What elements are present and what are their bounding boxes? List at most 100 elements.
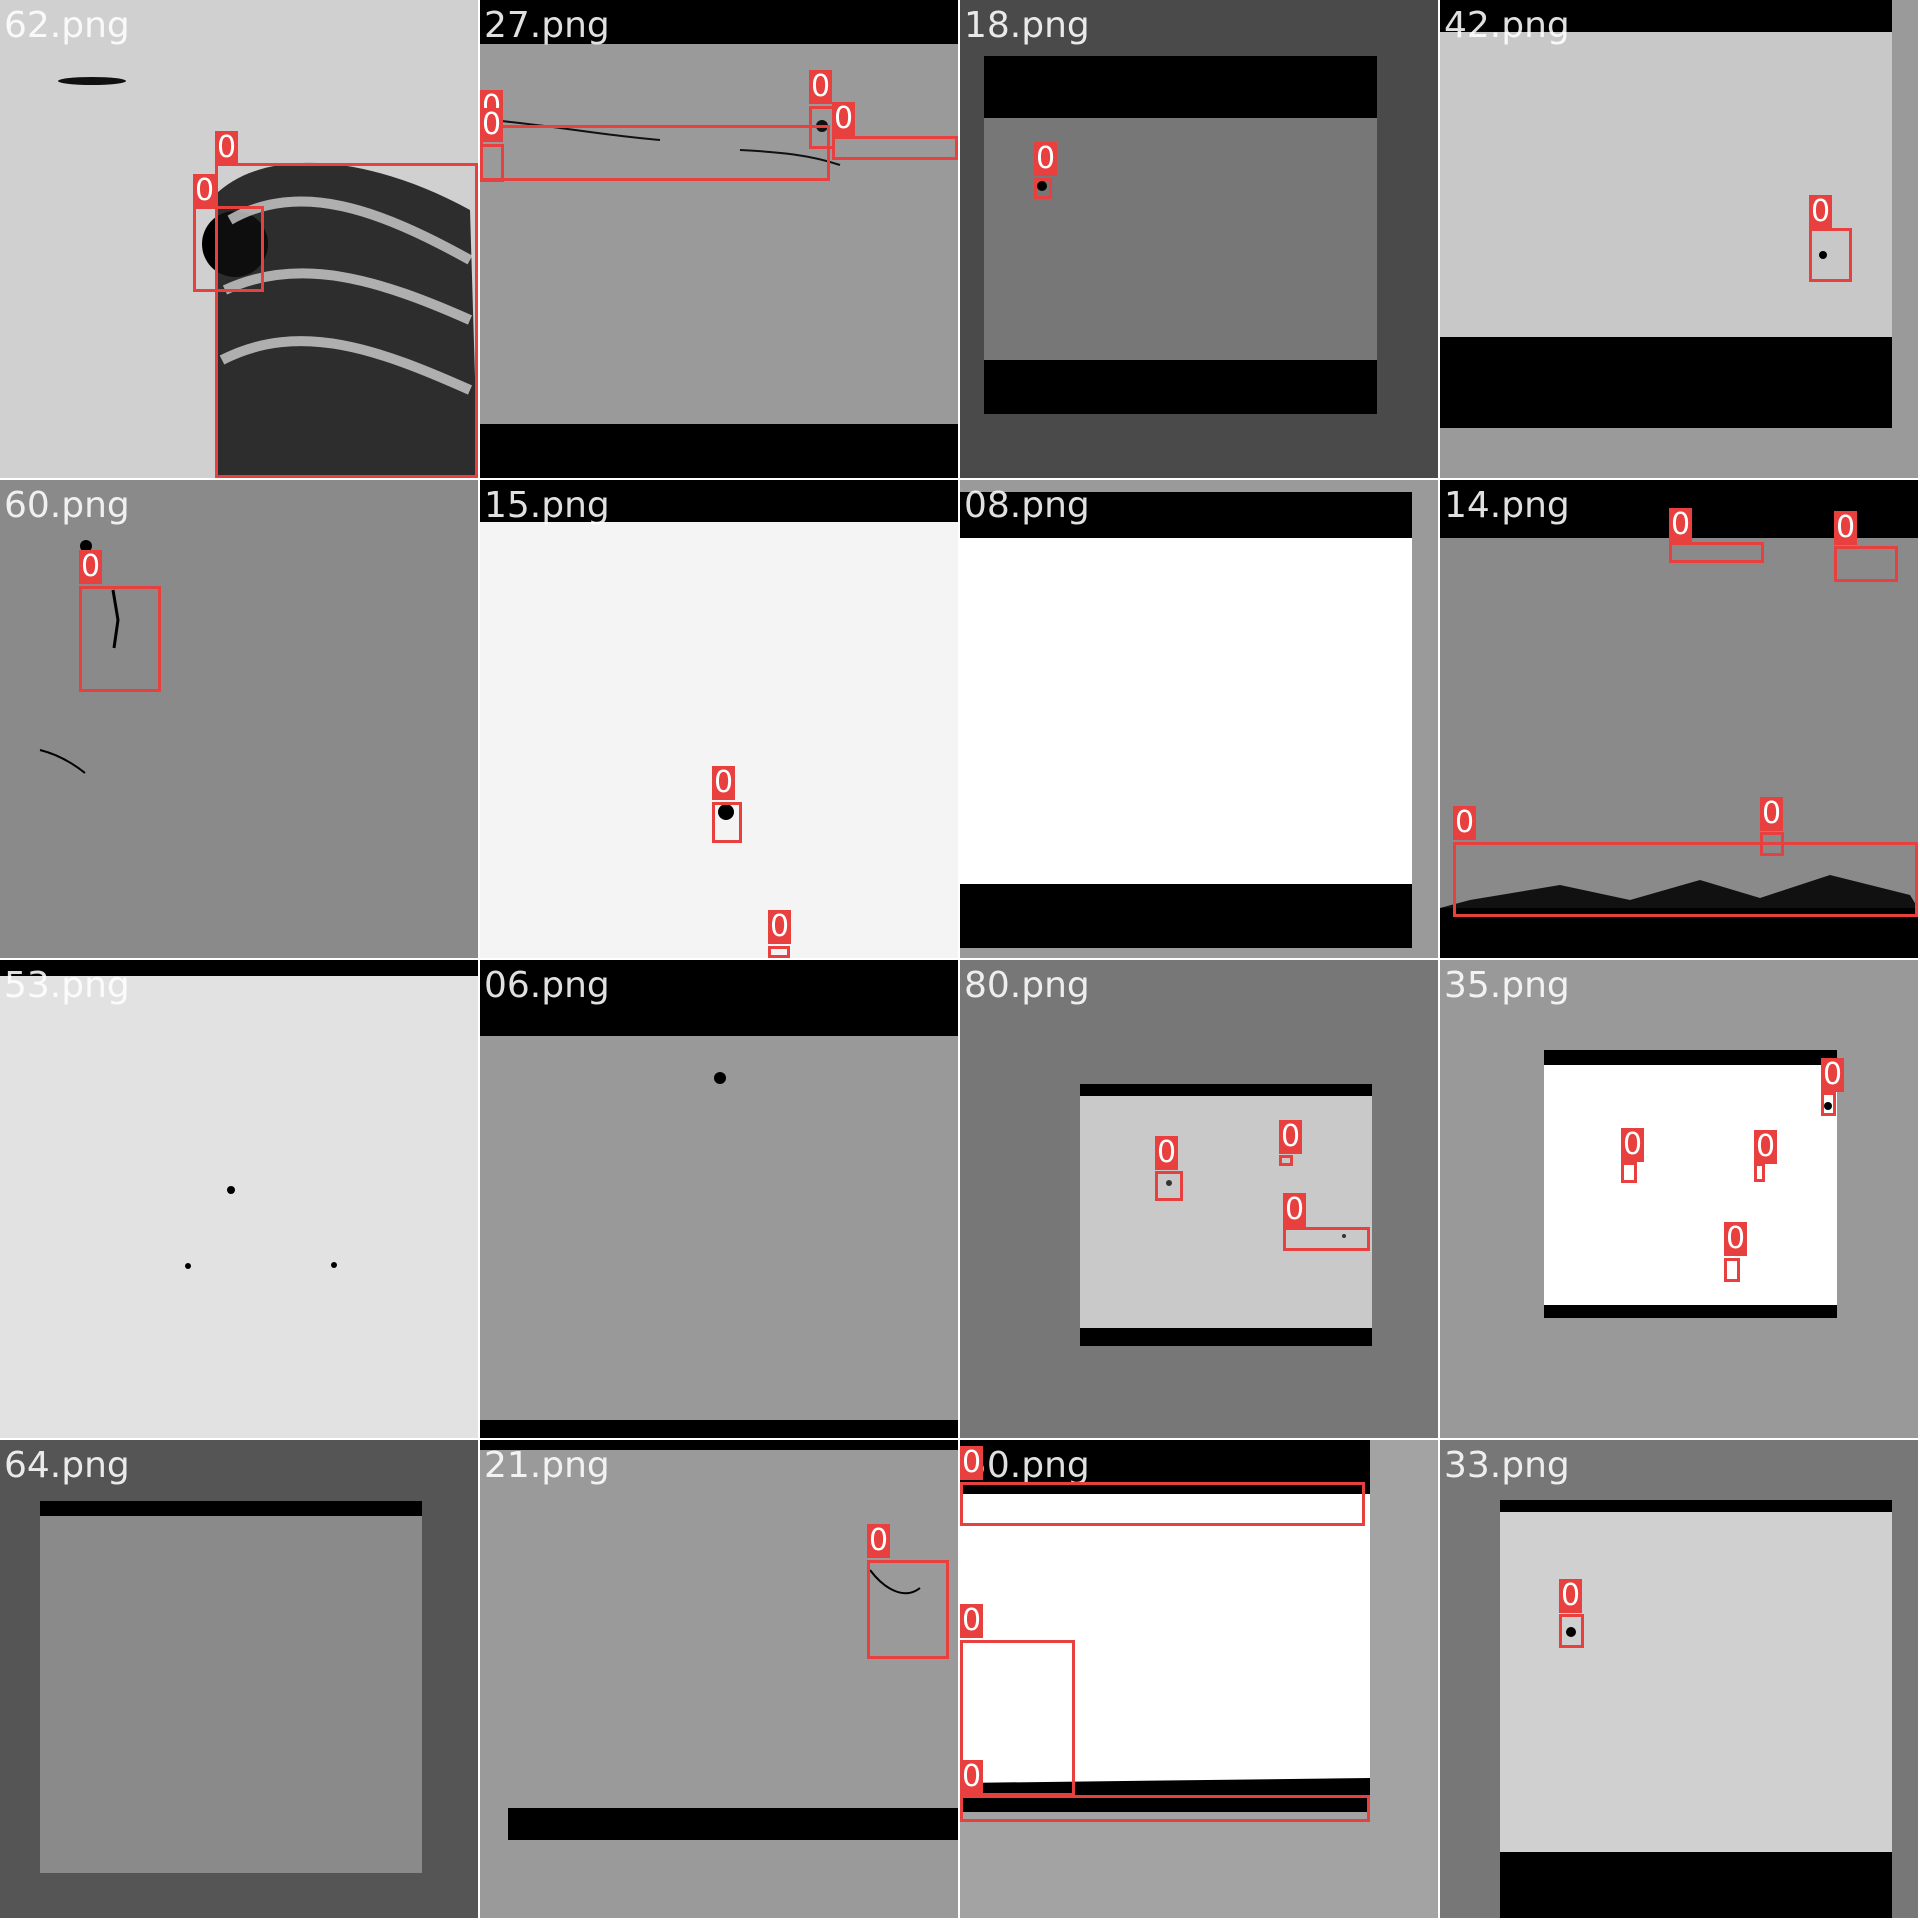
detection-box [768,946,790,958]
detection-class-label: 0 [1834,510,1858,545]
detection-class-label: 0 [1453,805,1477,840]
tile-filename-label: 15.png [484,485,610,526]
image-tile: 08.png [960,480,1438,958]
image-tile: 33.png 0 [1440,1440,1918,1918]
detection-class-label: 0 [193,173,217,208]
detection-class-label: 0 [1821,1057,1845,1092]
detection-class-label: 0 [1034,141,1058,176]
tile-filename-label: 21.png [484,1445,610,1486]
tile-filename-label: 35.png [1444,965,1570,1006]
image-tile: 35.png 0 0 0 0 [1440,960,1918,1438]
tile-filename-label: 53.png [4,965,130,1006]
detection-box [1034,178,1052,199]
tile-image [1440,960,1918,1438]
detection-class-label: 0 [1724,1221,1748,1256]
detection-box [79,586,161,692]
tile-filename-label: 14.png [1444,485,1570,526]
detection-box [1834,546,1898,582]
detection-box [1760,832,1784,856]
image-tile: 60.png 0 [0,480,478,958]
detection-box [960,1795,1370,1822]
image-tile: 06.png [480,960,958,1438]
image-tile: 27.png 0 0 0 0 [480,0,958,478]
image-tile: 62.png 0 0 [0,0,478,478]
detection-box [1559,1614,1584,1648]
tile-filename-label: 18.png [964,5,1090,46]
detection-box [867,1560,949,1659]
detection-class-label: 0 [215,130,239,165]
detection-box [1754,1163,1765,1182]
tile-image [960,1440,1438,1918]
detection-box [1621,1162,1637,1183]
tile-filename-label: 80.png [964,965,1090,1006]
detection-box [1279,1155,1293,1166]
detection-box [1453,842,1918,917]
detection-class-label: 0 [1155,1135,1179,1170]
image-tile: 80.png 0 0 0 [960,960,1438,1438]
detection-class-label: 0 [1559,1578,1583,1613]
detection-box [1821,1092,1836,1116]
tile-image [0,960,478,1438]
detection-class-label: 0 [960,1759,984,1794]
detection-box [960,1482,1365,1526]
detection-box [1669,542,1764,563]
detection-box [832,136,958,160]
detection-class-label: 0 [768,909,792,944]
tile-image [960,960,1438,1438]
detection-class-label: 0 [1754,1129,1778,1164]
detection-class-label: 0 [712,765,736,800]
detection-class-label: 0 [1760,796,1784,831]
tile-filename-label: 50.png [964,1445,1090,1486]
tile-filename-label: 64.png [4,1445,130,1486]
detection-box [1155,1171,1183,1201]
image-tile: 15.png 0 0 [480,480,958,958]
tile-filename-label: 06.png [484,965,610,1006]
detection-box [1283,1227,1370,1251]
tile-image [0,1440,478,1918]
image-tile: 53.png [0,960,478,1438]
detection-box [960,1640,1075,1796]
detection-class-label: 0 [79,549,103,584]
detection-class-label: 0 [1809,194,1833,229]
detection-class-label: 0 [832,101,856,136]
detection-box [1724,1258,1740,1282]
detection-class-label: 0 [1669,507,1693,542]
detection-class-label: 0 [1621,1127,1645,1162]
detection-box [215,163,478,478]
detection-box [480,144,504,182]
detection-box [480,125,830,181]
tile-image [0,480,478,958]
detection-class-label: 0 [809,69,833,104]
tile-filename-label: 42.png [1444,5,1570,46]
tile-filename-label: 08.png [964,485,1090,526]
tile-image [1440,1440,1918,1918]
detection-box [193,206,264,292]
image-tile: 64.png [0,1440,478,1918]
detection-class-label: 0 [960,1445,984,1480]
tile-filename-label: 33.png [1444,1445,1570,1486]
image-tile: 42.png 0 [1440,0,1918,478]
tile-filename-label: 27.png [484,5,610,46]
image-tile: 14.png 0 0 0 0 [1440,480,1918,958]
tile-image [480,960,958,1438]
detection-class-label: 0 [480,107,504,142]
tile-image [0,0,478,478]
detection-class-label: 0 [867,1523,891,1558]
tile-image [480,0,958,478]
tile-filename-label: 60.png [4,485,130,526]
image-tile: 50.png 0 0 0 [960,1440,1438,1918]
tile-image [960,0,1438,478]
detection-class-label: 0 [960,1603,984,1638]
image-tile: 21.png 0 [480,1440,958,1918]
tile-image [480,480,958,958]
tile-filename-label: 62.png [4,5,130,46]
tile-image [1440,480,1918,958]
detection-class-label: 0 [1283,1192,1307,1227]
tile-image [480,1440,958,1918]
detection-box [1809,228,1852,282]
tile-image [960,480,1438,958]
detection-box [712,802,742,843]
image-tile: 18.png 0 [960,0,1438,478]
detection-class-label: 0 [1279,1119,1303,1154]
